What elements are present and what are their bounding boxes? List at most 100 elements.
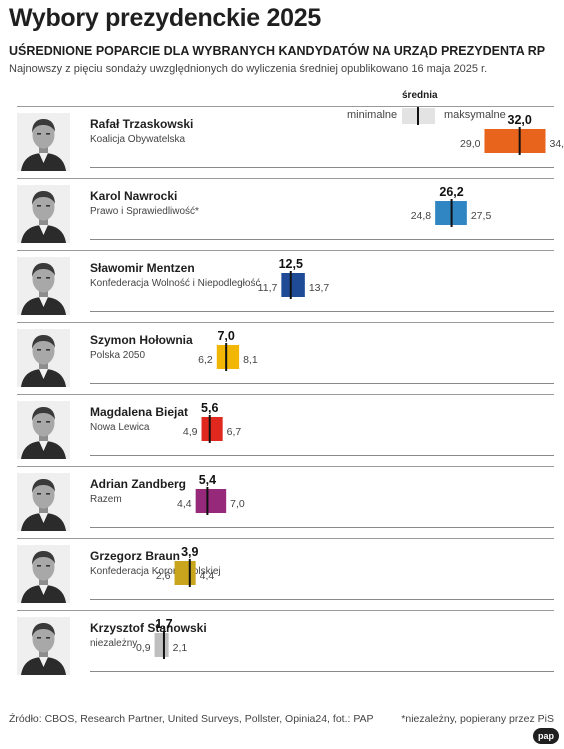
- row-baseline: [90, 383, 554, 384]
- candidate-photo-szymon-holownia: [17, 329, 70, 387]
- mean-tick: [289, 271, 292, 299]
- mean-label: 1,7: [155, 617, 172, 631]
- page-title: Wybory prezydenckie 2025: [9, 4, 321, 32]
- candidate-row: Szymon Hołownia Polska 2050 7,0 6,2 8,1: [0, 322, 564, 394]
- range-bar: [174, 561, 196, 585]
- mean-label: 7,0: [217, 329, 234, 343]
- row-baseline: [90, 599, 554, 600]
- row-baseline: [90, 455, 554, 456]
- candidate-name: Grzegorz Braun: [90, 549, 181, 563]
- candidate-name: Sławomir Mentzen: [90, 261, 195, 275]
- candidate-row: Karol Nawrocki Prawo i Sprawiedliwość* 26,…: [0, 178, 564, 250]
- candidate-party: Konfederacja Korony Polskiej: [90, 566, 221, 577]
- candidate-name: Krzysztof Stanowski: [90, 621, 207, 635]
- range-chart-grzegorz-braun: 3,9 2,6 4,4: [156, 545, 214, 587]
- row-baseline: [90, 311, 554, 312]
- max-label: 7,0: [230, 498, 245, 510]
- candidate-name: Adrian Zandberg: [90, 477, 187, 491]
- min-label: 29,0: [460, 138, 481, 150]
- min-label: 11,7: [258, 282, 278, 294]
- mean-tick: [225, 343, 228, 371]
- max-label: 8,1: [243, 354, 258, 366]
- row-baseline: [90, 167, 554, 168]
- range-bar: [216, 345, 240, 369]
- candidate-party: Polska 2050: [90, 350, 146, 361]
- mean-tick: [450, 199, 453, 227]
- legend-mean-tick: [417, 107, 419, 125]
- row-separator: [17, 394, 554, 395]
- row-separator: [17, 178, 554, 179]
- legend: średnia minimalne maksymalne: [340, 88, 550, 128]
- max-label: 6,7: [227, 426, 242, 438]
- range-bar: [484, 129, 546, 153]
- candidate-row: Adrian Zandberg Razem 5,4 4,4 7,0: [0, 466, 564, 538]
- mean-tick: [518, 127, 521, 155]
- range-chart-krzysztof-stanowski: 1,7 0,9 2,1: [136, 617, 187, 659]
- chart-description: Najnowszy z pięciu sondaży uwzględnionyc…: [9, 63, 488, 75]
- candidate-party: Prawo i Sprawiedliwość*: [90, 206, 199, 217]
- mean-label: 5,4: [199, 473, 216, 487]
- mean-label: 5,6: [201, 401, 218, 415]
- candidate-party: Koalicja Obywatelska: [90, 134, 186, 145]
- candidate-party: Razem: [90, 494, 122, 505]
- mean-tick: [162, 631, 165, 659]
- candidate-photo-magdalena-biejat: [17, 401, 70, 459]
- range-bar: [195, 489, 227, 513]
- candidate-row: Sławomir Mentzen Konfederacja Wolność i N…: [0, 250, 564, 322]
- range-bar: [201, 417, 223, 441]
- range-chart-adrian-zandberg: 5,4 4,4 7,0: [177, 473, 245, 515]
- candidate-row: Krzysztof Stanowski niezależny 1,7 0,9 2,1: [0, 610, 564, 682]
- row-separator: [17, 538, 554, 539]
- candidate-row: Rafał Trzaskowski Koalicja Obywatelska 32,…: [0, 106, 564, 178]
- candidate-photo-krzysztof-stanowski: [17, 617, 70, 675]
- range-chart-rafal-trzaskowski: 32,0 29,0 34,2: [460, 113, 564, 155]
- candidate-photo-adrian-zandberg: [17, 473, 70, 531]
- range-chart-slawomir-mentzen: 12,511,7 13,7: [258, 257, 330, 299]
- legend-max-label: maksymalne: [444, 109, 506, 121]
- max-label: 34,2: [550, 138, 564, 150]
- candidate-party: niezależny: [90, 638, 138, 649]
- range-chart-szymon-holownia: 7,0 6,2 8,1: [198, 329, 258, 371]
- candidate-photo-rafal-trzaskowski: [17, 113, 70, 171]
- max-label: 27,5: [471, 210, 492, 222]
- range-bar: [154, 633, 169, 657]
- candidate-party: Konfederacja Wolność i Niepodległość: [90, 278, 261, 289]
- candidate-row: Magdalena Biejat Nowa Lewica 5,6 4,9 6,7: [0, 394, 564, 466]
- min-label: 2,6: [156, 570, 171, 582]
- mean-tick: [208, 415, 211, 443]
- candidate-name: Magdalena Biejat: [90, 405, 189, 419]
- min-label: 0,9: [136, 642, 151, 654]
- min-label: 4,9: [183, 426, 198, 438]
- row-baseline: [90, 239, 554, 240]
- legend-mean-label: średnia: [402, 90, 438, 101]
- min-label: 4,4: [177, 498, 192, 510]
- legend-min-label: minimalne: [347, 109, 398, 121]
- row-separator: [17, 610, 554, 611]
- row-separator: [17, 466, 554, 467]
- mean-label: 32,0: [508, 113, 532, 127]
- range-chart-magdalena-biejat: 5,64,9 6,7: [183, 401, 242, 443]
- candidate-row: Grzegorz Braun Konfederacja Korony Polski…: [0, 538, 564, 610]
- source-note: Źródło: CBOS, Research Partner, United S…: [9, 713, 374, 725]
- row-separator: [17, 322, 554, 323]
- candidate-name: Szymon Hołownia: [90, 333, 193, 347]
- footnote: *niezależny, popierany przez PiS: [401, 713, 554, 725]
- mean-label: 26,2: [439, 185, 463, 199]
- candidate-name: Karol Nawrocki: [90, 189, 178, 203]
- min-label: 6,2: [198, 354, 213, 366]
- pap-logo: pappap: [533, 728, 559, 744]
- range-chart-karol-nawrocki: 26,2 24,8 27,5: [411, 185, 492, 227]
- row-baseline: [90, 671, 554, 672]
- min-label: 24,8: [411, 210, 432, 222]
- candidate-photo-karol-nawrocki: [17, 185, 70, 243]
- chart-subtitle: UŚREDNIONE POPARCIE DLA WYBRANYCH KANDYD…: [9, 44, 546, 58]
- candidate-photo-grzegorz-braun: [17, 545, 70, 603]
- mean-label: 12,5: [279, 257, 303, 271]
- range-bar: [281, 273, 305, 297]
- max-label: 13,7: [309, 282, 330, 294]
- mean-tick: [206, 487, 209, 515]
- row-baseline: [90, 527, 554, 528]
- row-separator: [17, 106, 554, 107]
- mean-label: 3,9: [181, 545, 198, 559]
- mean-tick: [188, 559, 191, 587]
